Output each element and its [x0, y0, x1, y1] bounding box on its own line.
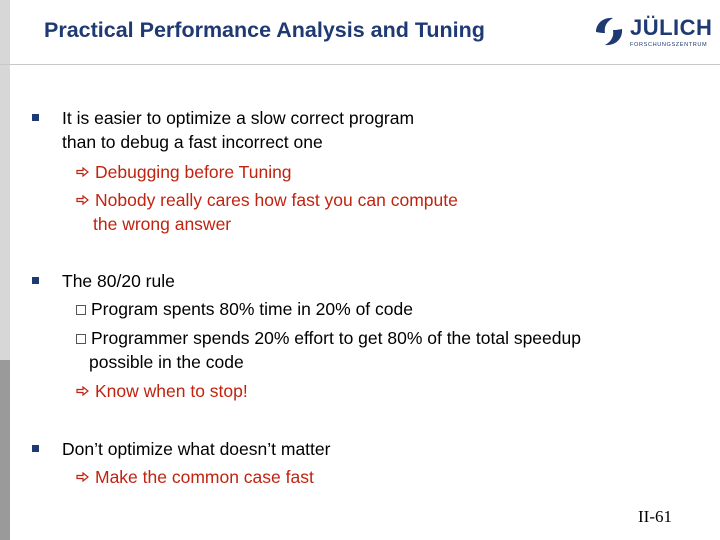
sub-item-text: Know when to stop!	[95, 381, 248, 401]
bullet-3-line-1: Don’t optimize what doesn’t matter	[62, 439, 331, 459]
arrow-right-icon	[76, 386, 89, 396]
sub-item-text: Programmer spends 20% effort to get 80% …	[91, 328, 581, 348]
bullet-1-line-1: It is easier to optimize a slow correct …	[62, 108, 415, 128]
logo-subtitle: FORSCHUNGSZENTRUM	[630, 42, 708, 48]
bullet-square-icon	[32, 445, 39, 452]
juelich-logo-icon	[596, 17, 623, 46]
bullet-3-sub-1: Make the common case fast	[76, 465, 314, 489]
bullet-2-sub-2-cont: possible in the code	[89, 352, 244, 372]
left-accent-bar	[0, 0, 10, 360]
checkbox-square-icon	[76, 305, 86, 315]
bullet-1-line-2: than to debug a fast incorrect one	[62, 132, 323, 152]
bullet-2-line-1: The 80/20 rule	[62, 271, 175, 291]
juelich-logo: JÜLICH FORSCHUNGSZENTRUM	[592, 14, 712, 54]
page-number: II-61	[638, 507, 672, 526]
arrow-right-icon	[76, 472, 89, 482]
bullet-1-sub-2-cont: the wrong answer	[93, 214, 232, 234]
slide-title: Practical Performance Analysis and Tunin…	[44, 18, 485, 42]
checkbox-square-icon	[76, 334, 86, 344]
left-accent-bar-dark	[0, 360, 10, 540]
bullet-2-sub-1: Program spents 80% time in 20% of code	[76, 297, 413, 321]
bullet-1-sub-2: Nobody really cares how fast you can com…	[76, 188, 458, 212]
arrow-right-icon	[76, 195, 89, 205]
bullet-square-icon	[32, 114, 39, 121]
sub-item-text: Make the common case fast	[95, 467, 314, 487]
sub-item-text: Debugging before Tuning	[95, 162, 292, 182]
logo-name: JÜLICH	[630, 15, 713, 40]
title-divider	[0, 64, 720, 65]
arrow-right-icon	[76, 167, 89, 177]
bullet-square-icon	[32, 277, 39, 284]
sub-item-text: Program spents 80% time in 20% of code	[91, 299, 413, 319]
sub-item-text: Nobody really cares how fast you can com…	[95, 190, 458, 210]
bullet-2-sub-2: Programmer spends 20% effort to get 80% …	[76, 326, 581, 350]
bullet-2-sub-3: Know when to stop!	[76, 379, 248, 403]
bullet-1-sub-1: Debugging before Tuning	[76, 160, 292, 184]
